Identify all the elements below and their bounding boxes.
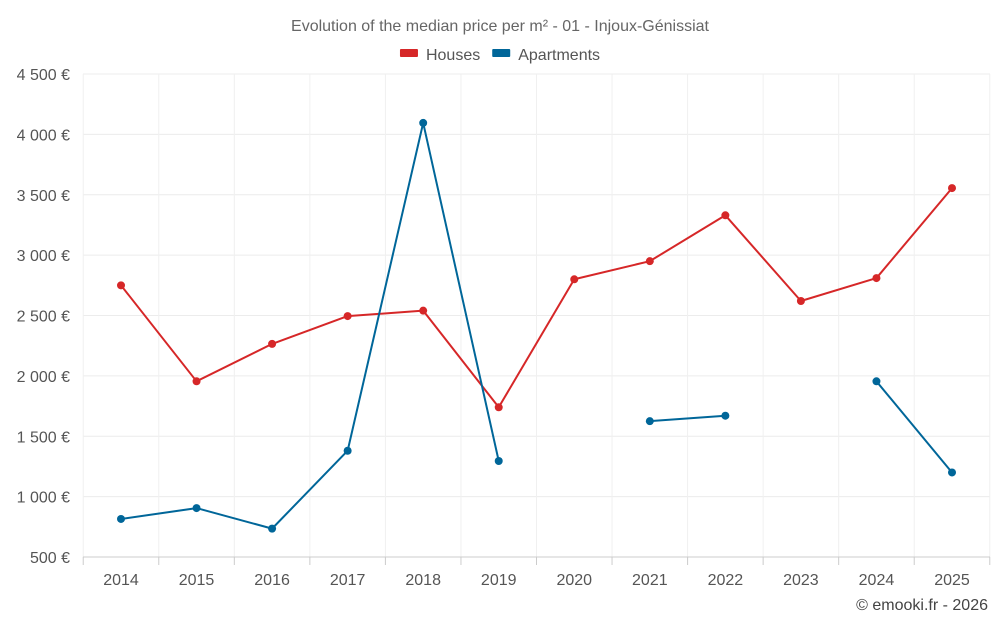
data-point[interactable] bbox=[343, 446, 352, 455]
data-point[interactable] bbox=[268, 524, 277, 533]
x-tick-label: 2019 bbox=[481, 572, 517, 589]
x-tick-label: 2017 bbox=[330, 572, 366, 589]
data-point[interactable] bbox=[721, 411, 730, 420]
data-point[interactable] bbox=[948, 468, 956, 477]
x-tick-label: 2024 bbox=[859, 572, 895, 589]
series-layer bbox=[117, 118, 956, 533]
data-point[interactable] bbox=[796, 297, 805, 306]
y-tick-label: 500 € bbox=[30, 550, 70, 567]
x-tick-label: 2018 bbox=[405, 572, 441, 589]
credit-text: © emooki.fr - 2026 bbox=[856, 597, 988, 614]
x-tick-label: 2015 bbox=[179, 572, 215, 589]
grid bbox=[82, 73, 991, 557]
y-tick-label: 1 000 € bbox=[17, 490, 70, 507]
x-tick-label: 2021 bbox=[632, 572, 668, 589]
legend-swatch bbox=[399, 49, 418, 57]
y-tick-label: 4 000 € bbox=[17, 127, 70, 144]
data-point[interactable] bbox=[343, 312, 352, 321]
y-tick-label: 4 500 € bbox=[17, 67, 70, 84]
data-point[interactable] bbox=[570, 275, 579, 284]
data-point[interactable] bbox=[117, 281, 125, 290]
data-point[interactable] bbox=[494, 457, 503, 466]
data-point[interactable] bbox=[872, 274, 881, 283]
legend-item-apartments[interactable]: Apartments bbox=[492, 47, 600, 64]
series-line bbox=[875, 380, 953, 474]
data-point[interactable] bbox=[192, 377, 201, 386]
series-apartments bbox=[117, 118, 956, 533]
legend-label: Houses bbox=[426, 47, 480, 64]
legend-item-houses[interactable]: Houses bbox=[399, 47, 480, 64]
series-houses bbox=[117, 184, 956, 412]
x-tick-label: 2023 bbox=[783, 572, 819, 589]
legend-swatch bbox=[492, 49, 511, 57]
data-point[interactable] bbox=[721, 211, 730, 220]
x-tick-label: 2016 bbox=[254, 572, 290, 589]
chart-title: Evolution of the median price per m² - 0… bbox=[291, 18, 710, 35]
data-point[interactable] bbox=[645, 417, 654, 426]
legend-label: Apartments bbox=[518, 47, 600, 64]
x-tick-label: 2014 bbox=[103, 572, 139, 589]
data-point[interactable] bbox=[419, 118, 428, 127]
y-tick-label: 3 500 € bbox=[17, 188, 70, 205]
data-point[interactable] bbox=[494, 403, 503, 412]
data-point[interactable] bbox=[268, 339, 277, 348]
data-point[interactable] bbox=[117, 514, 125, 523]
y-tick-label: 2 500 € bbox=[17, 309, 70, 326]
data-point[interactable] bbox=[645, 257, 654, 266]
x-tick-label: 2022 bbox=[708, 572, 744, 589]
x-tick-label: 2025 bbox=[934, 572, 970, 589]
series-line bbox=[120, 121, 500, 530]
legend: Houses Apartments bbox=[399, 47, 600, 64]
data-point[interactable] bbox=[948, 184, 956, 193]
y-tick-label: 2 000 € bbox=[17, 369, 70, 386]
y-tick-label: 3 000 € bbox=[17, 248, 70, 265]
y-tick-label: 1 500 € bbox=[17, 429, 70, 446]
axes: 500 € 1 000 € 1 500 € 2 000 € 2 500 € 3 000 €… bbox=[17, 67, 991, 589]
series-line bbox=[120, 187, 953, 409]
series-line bbox=[649, 414, 726, 423]
data-point[interactable] bbox=[419, 306, 428, 315]
data-point[interactable] bbox=[872, 377, 881, 386]
x-tick-label: 2020 bbox=[556, 572, 592, 589]
data-point[interactable] bbox=[192, 504, 201, 513]
